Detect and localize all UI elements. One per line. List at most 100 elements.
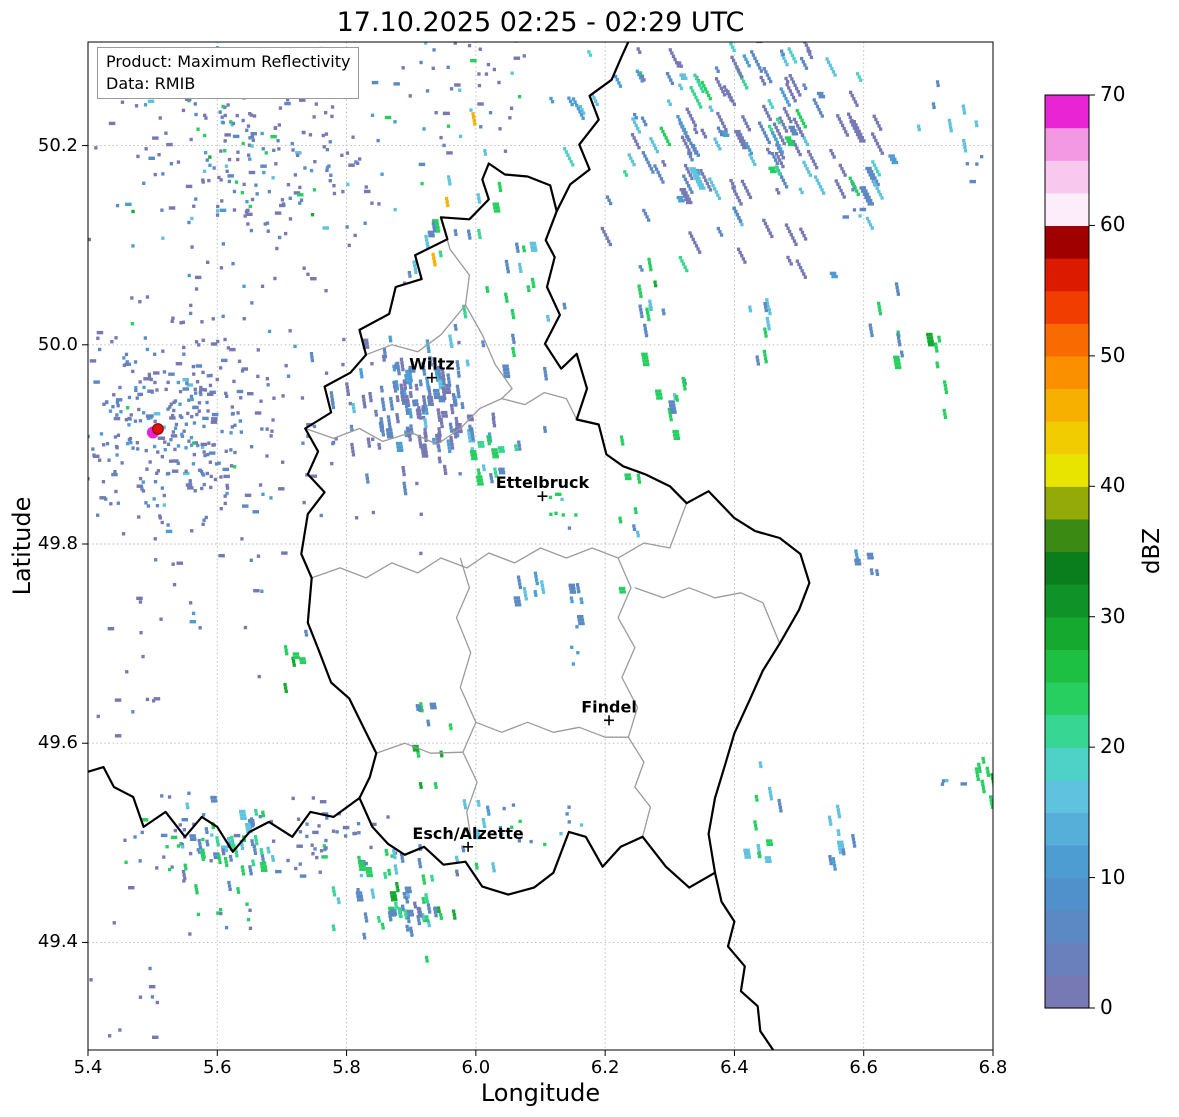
colorbar-frame [1044, 94, 1090, 1009]
figure-title: 17.10.2025 02:25 - 02:29 UTC [336, 7, 745, 38]
echo-cluster-wiltz-cluster [309, 335, 548, 496]
echo-cluster-se-bits [940, 778, 967, 786]
echo-cluster-right-edge-green [974, 756, 993, 809]
plot-area [88, 42, 993, 1050]
country-border [555, 42, 630, 213]
colorbar-band [1045, 616, 1089, 650]
radar-echo-layer [88, 42, 993, 1039]
colorbar-band [1045, 160, 1089, 194]
colorbar-band [1045, 747, 1089, 781]
colorbar-band [1045, 681, 1089, 716]
echo-cluster-nw-field [94, 46, 453, 288]
city-label: Wiltz [409, 355, 455, 374]
echo-cluster-west-border-bit [283, 629, 309, 694]
district-border [440, 217, 513, 400]
echo-cluster-sauer-streak [748, 298, 772, 366]
colorbar-band [1045, 323, 1089, 357]
echo-cluster-mid-blue-streak [568, 583, 585, 626]
colorbar-band [1045, 844, 1089, 879]
echo-cluster-ne-lone [842, 188, 867, 219]
colorbar-band [1045, 95, 1089, 129]
city-label: Findel [581, 697, 637, 716]
echo-cluster-ne-edge-streak [917, 80, 979, 153]
echo-cluster-sw-band-1 [123, 791, 231, 883]
colorbar-band [1045, 127, 1089, 161]
echo-cluster-west-halo [88, 147, 462, 701]
district-border [617, 557, 652, 837]
colorbar-band [1045, 388, 1089, 422]
luxembourg-border [300, 162, 811, 896]
gridlines [88, 42, 993, 1050]
product-info-box: Product: Maximum Reflectivity Data: RMIB [97, 47, 360, 100]
colorbar-bands [1045, 95, 1089, 1009]
echo-cluster-east-streak-1 [655, 376, 687, 440]
echo-cluster-east-streak-3 [926, 332, 949, 419]
colorbar-band [1045, 225, 1089, 259]
district-border [455, 557, 478, 837]
district-border [634, 587, 781, 644]
colorbar-band [1045, 486, 1089, 520]
data-source-line: Data: RMIB [106, 73, 196, 93]
colorbar-unit-label: dBZ [1139, 527, 1165, 575]
colorbar-band [1045, 877, 1089, 911]
echo-cluster-moselle-bit [854, 549, 880, 576]
district-border [311, 502, 688, 579]
colorbar-band [1045, 421, 1089, 455]
echo-cluster-south-center-green [412, 702, 453, 789]
colorbar-band [1045, 192, 1089, 227]
country-border [88, 765, 361, 853]
city-label: Ettelbruck [496, 473, 590, 492]
echo-cluster-west-mid-bits [96, 654, 156, 738]
country-border [713, 871, 775, 1050]
district-border [475, 721, 629, 738]
colorbar-band [1045, 779, 1089, 813]
echo-cluster-bottom-left-bits [138, 966, 159, 1039]
echo-cluster-center-green [469, 435, 518, 486]
district-border [376, 742, 463, 754]
echo-cluster-our-streak [637, 257, 666, 367]
product-line: Product: Maximum Reflectivity [106, 52, 351, 71]
echo-cluster-se-streak-2 [827, 804, 857, 871]
colorbar-band [1045, 258, 1089, 292]
colorbar-band [1045, 714, 1089, 748]
echo-cluster-west-core [88, 301, 313, 558]
colorbar-band [1045, 910, 1089, 944]
echo-cluster-vianden-bits [481, 241, 567, 358]
radar-site-marker [151, 423, 164, 435]
echo-cluster-east-streak-2 [868, 282, 904, 370]
echo-cluster-right-edge-top [965, 155, 984, 184]
colorbar-band [1045, 518, 1089, 553]
y-axis-label: Latitude [8, 496, 36, 596]
echo-cluster-mid-bits-2 [618, 435, 642, 594]
echo-cluster-clervaux-streaks [407, 112, 510, 349]
echo-cluster-north-specks [393, 42, 526, 167]
echo-cluster-south-cluster [331, 844, 466, 963]
echo-cluster-mid-cyan-streak [513, 571, 546, 607]
city-annotations: Wiltz Ettelbruck Findel Esch/Alzette [409, 355, 637, 852]
colorbar-band [1045, 584, 1089, 618]
colorbar-band [1045, 649, 1089, 683]
colorbar-band [1045, 812, 1089, 846]
colorbar-band [1045, 551, 1089, 585]
colorbar-band [1045, 453, 1089, 487]
colorbar-band [1045, 290, 1089, 324]
echo-cluster-bottom-left-edge [89, 978, 122, 1038]
echo-cluster-sw-band-4 [298, 800, 398, 878]
colorbar-band [1045, 355, 1089, 390]
colorbar-band [1045, 975, 1089, 1009]
echo-cluster-mid-bits-1 [548, 492, 578, 530]
city-label: Esch/Alzette [412, 824, 524, 843]
plot-frame [87, 41, 994, 1051]
echo-cluster-se-streak-1 [743, 761, 783, 863]
district-border [365, 304, 467, 356]
echo-cluster-south-bits-1 [502, 803, 547, 847]
colorbar-band [1045, 942, 1089, 976]
x-axis-label: Longitude [480, 1079, 601, 1107]
district-border [304, 391, 578, 446]
echo-cluster-south-bits-2 [559, 805, 584, 836]
echo-cluster-esch-streak [455, 799, 504, 873]
echo-cluster-mid-dot [570, 625, 580, 666]
echo-cluster-ne-storm [549, 42, 899, 279]
